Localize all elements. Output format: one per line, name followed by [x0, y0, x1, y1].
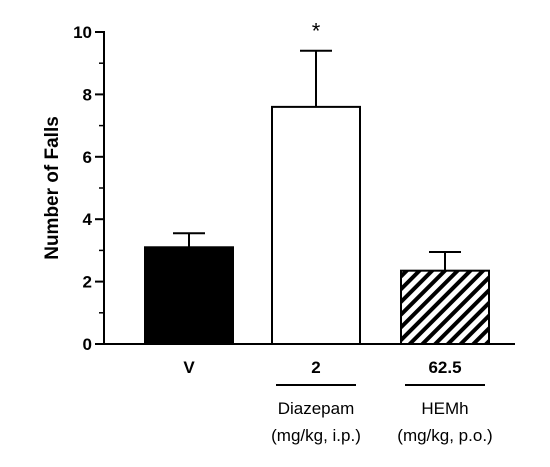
y-axis: 0 2 4 6 8 10	[73, 23, 105, 354]
y-tick-label: 2	[83, 273, 92, 292]
y-tick-label: 10	[73, 23, 92, 42]
x-axis: V 2 62.5	[104, 343, 515, 377]
group-labels: Diazepam (mg/kg, i.p.) HEMh (mg/kg, p.o.)	[271, 384, 493, 445]
y-tick-label: 8	[83, 85, 92, 104]
significance-marker: *	[312, 19, 321, 44]
x-tick-label: V	[183, 358, 195, 377]
x-tick-label: 2	[311, 358, 320, 377]
y-axis-label: Number of Falls	[42, 116, 63, 260]
bar	[400, 269, 490, 345]
group-label: Diazepam	[278, 399, 355, 418]
bars: *	[144, 19, 490, 345]
y-tick-label: 4	[83, 210, 93, 229]
y-tick-label: 6	[83, 148, 92, 167]
bar	[144, 246, 234, 345]
group-label: HEMh	[421, 399, 468, 418]
y-tick-label: 0	[83, 335, 92, 354]
x-tick-label: 62.5	[428, 358, 461, 377]
group-unit: (mg/kg, i.p.)	[271, 426, 361, 445]
group-unit: (mg/kg, p.o.)	[397, 426, 492, 445]
bar	[271, 105, 361, 345]
